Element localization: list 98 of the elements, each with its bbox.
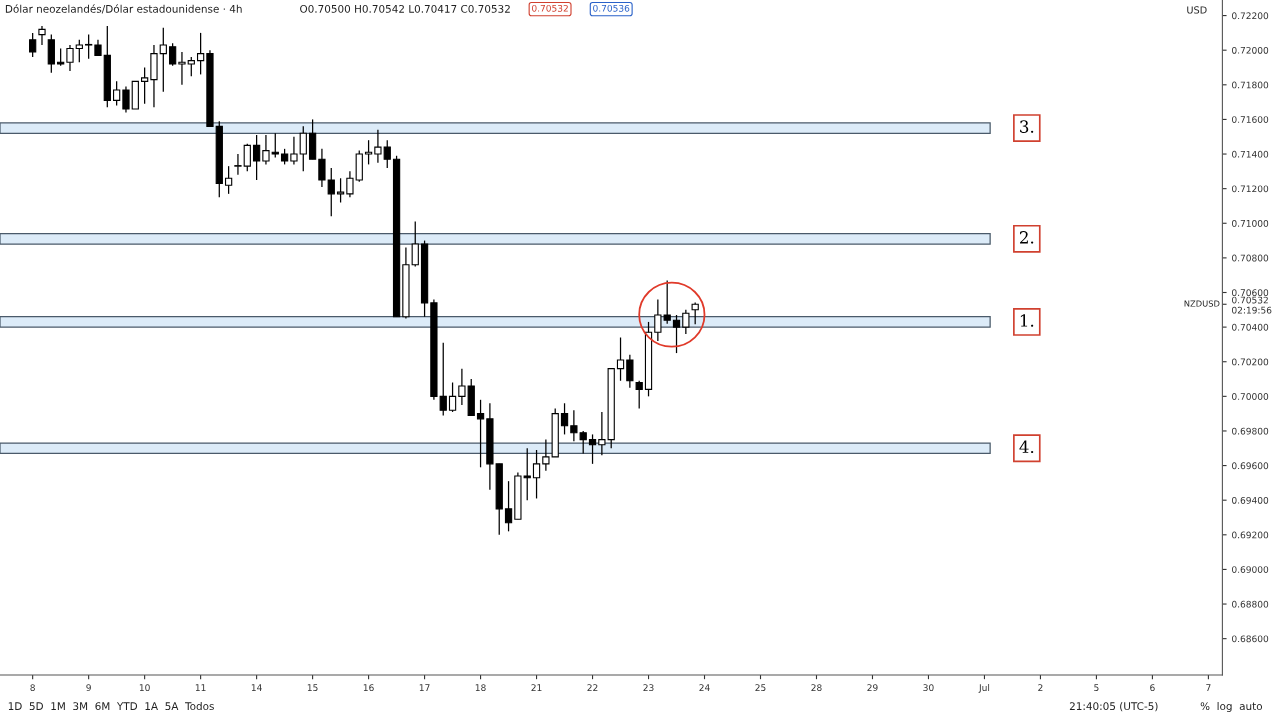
candlestick <box>187 56 195 77</box>
candlestick <box>476 399 485 468</box>
candlestick <box>448 381 457 413</box>
x-tick-label: 29 <box>867 684 878 692</box>
y-tick-label: 0.70200 <box>1232 358 1269 366</box>
candlestick <box>75 39 83 63</box>
y-tick-label: 0.68600 <box>1232 635 1269 643</box>
y-tick-label: 0.71000 <box>1232 220 1269 227</box>
x-tick-label: 2 <box>1038 684 1043 691</box>
y-tick-label: 0.69600 <box>1232 462 1269 470</box>
y-tick-label: 0.69800 <box>1232 427 1269 435</box>
x-tick-label: 8 <box>30 684 35 692</box>
candlestick <box>234 153 242 176</box>
chart-title: Dólar neozelandés/Dólar estadounidense · 4h <box>5 4 242 14</box>
candlestick <box>224 165 233 195</box>
x-tick-label: 11 <box>195 684 206 691</box>
candlestick <box>635 380 643 410</box>
candlestick <box>243 143 251 172</box>
candlestick <box>318 148 326 188</box>
candlestick <box>411 220 419 268</box>
text: % log auto <box>1200 702 1263 713</box>
candlestick <box>560 402 569 436</box>
text: 1D 5D 1M 3M 6M YTD 1A 5A Todos <box>8 702 214 711</box>
candlestick <box>178 51 186 86</box>
x-tick-label: 18 <box>475 684 486 692</box>
x-tick-label: 9 <box>86 684 91 692</box>
candlestick <box>336 177 345 204</box>
candlestick <box>141 66 149 105</box>
x-tick-label: 5 <box>1094 684 1099 692</box>
y-tick-label: 0.71800 <box>1232 81 1269 89</box>
candlestick <box>252 134 261 181</box>
x-tick-label: 22 <box>587 684 598 691</box>
candlestick <box>29 32 37 58</box>
x-tick-label: 14 <box>251 684 262 691</box>
x-tick-label: Jul <box>978 684 990 693</box>
y-tick-label: 0.70600 <box>1232 289 1269 297</box>
x-tick-label: 24 <box>699 684 710 691</box>
annotation: 0.70532 <box>532 4 568 12</box>
x-tick-label: 17 <box>419 684 430 691</box>
annotation: USD <box>1187 6 1207 14</box>
text: 21:40:05 (UTC-5) <box>1069 702 1158 712</box>
candlestick <box>271 132 279 159</box>
y-tick-label: 0.71200 <box>1232 185 1269 193</box>
candlestick <box>383 139 391 169</box>
candlestick <box>168 42 177 67</box>
candlestick <box>299 125 307 172</box>
x-tick-label: 6 <box>1150 684 1155 692</box>
candlestick <box>504 480 513 532</box>
x-tick-label: 10 <box>139 684 150 692</box>
candlestick <box>458 368 466 406</box>
y-tick-label: 0.71400 <box>1232 150 1269 158</box>
candlestick <box>290 136 298 166</box>
band-label: 1. <box>1020 314 1034 327</box>
band-label: 3. <box>1020 120 1034 133</box>
y-tick-label: 0.70800 <box>1232 254 1269 262</box>
candlestick <box>374 129 382 164</box>
chart-subtitle: O0.70500 H0.70542 L0.70417 C0.70532 <box>300 4 510 13</box>
candlestick <box>113 80 121 107</box>
candlestick <box>691 301 699 325</box>
x-tick-label: 21 <box>531 684 542 691</box>
candlestick <box>196 32 205 76</box>
candlestick <box>672 314 681 354</box>
candlestick <box>682 309 690 335</box>
candlestick <box>532 449 541 500</box>
x-tick-label: 30 <box>923 684 934 692</box>
candlestick <box>626 354 634 389</box>
annotation: 0.70536 <box>593 4 630 12</box>
y-tick-label: 0.71600 <box>1232 116 1269 123</box>
candlestick <box>122 85 130 114</box>
candlestick <box>38 25 46 46</box>
candlestick <box>327 167 335 217</box>
candlestick <box>364 139 373 166</box>
candlestick <box>439 342 447 417</box>
annotation: NZDUSD <box>1184 300 1220 307</box>
candlestick <box>159 27 167 93</box>
y-tick-label: 0.72000 <box>1232 46 1269 54</box>
x-tick-label: 15 <box>307 684 318 692</box>
y-tick-label: 0.69000 <box>1232 566 1269 573</box>
y-tick-label: 0.72200 <box>1232 12 1269 20</box>
band-label: 2. <box>1020 231 1034 244</box>
y-tick-label: 0.70400 <box>1232 323 1269 331</box>
candlestick <box>616 336 625 382</box>
candlestick <box>588 433 597 465</box>
y-tick-label: 0.70532 02:19:56 <box>1232 296 1272 314</box>
candlestick <box>85 33 93 60</box>
y-tick-label: 0.69400 <box>1232 496 1269 504</box>
x-tick-label: 28 <box>811 684 822 692</box>
y-tick-label: 0.70000 <box>1232 393 1269 400</box>
x-tick-label: 16 <box>363 684 374 692</box>
band-label: 4. <box>1019 440 1034 454</box>
candlestick <box>66 44 74 72</box>
candlestick <box>262 134 270 166</box>
x-tick-label: 25 <box>755 684 766 692</box>
y-tick-label: 0.69200 <box>1232 531 1269 539</box>
y-tick-label: 0.68800 <box>1232 600 1269 608</box>
x-tick-label: 23 <box>643 684 654 692</box>
candlestick <box>346 170 354 198</box>
x-tick-label: 7 <box>1206 684 1211 691</box>
